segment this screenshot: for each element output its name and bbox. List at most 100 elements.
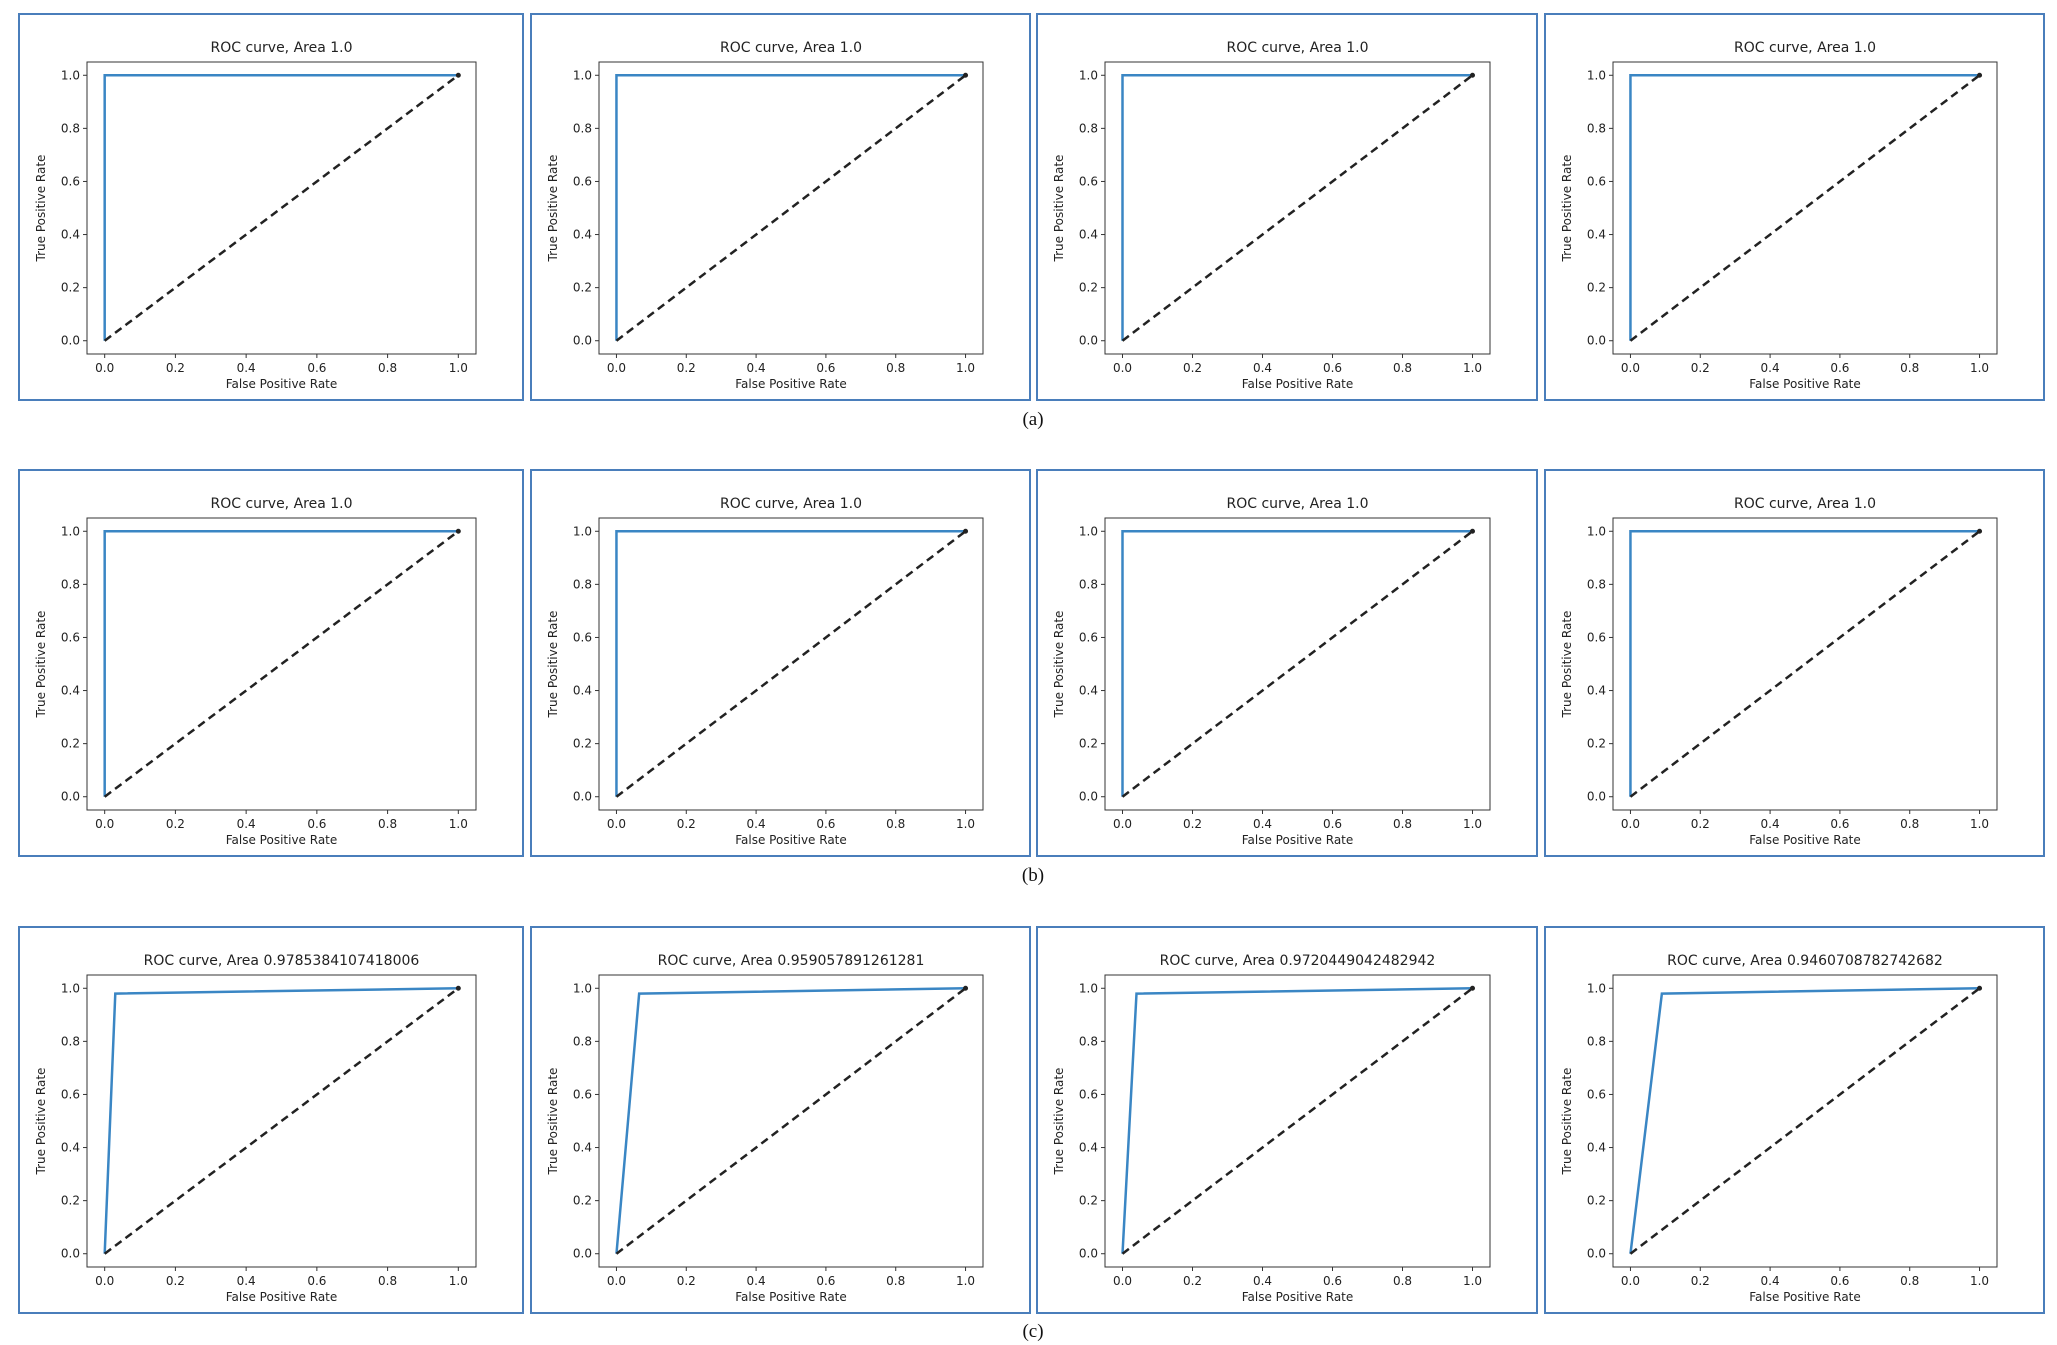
y-tick-label: 0.0 bbox=[573, 334, 592, 348]
y-axis-label: True Positive Rate bbox=[1560, 155, 1574, 263]
y-tick-label: 0.2 bbox=[1587, 1194, 1606, 1208]
roc-curve-line bbox=[103, 987, 459, 1254]
x-tick-label: 0.8 bbox=[378, 1274, 397, 1288]
x-tick-label: 0.0 bbox=[1113, 1274, 1132, 1288]
chance-diagonal-line bbox=[1629, 530, 1981, 798]
plot-frame bbox=[1104, 61, 1491, 355]
end-point-marker bbox=[963, 72, 969, 78]
x-tick-label: 0.8 bbox=[886, 361, 905, 375]
y-tick-label: 0.2 bbox=[61, 281, 80, 295]
chance-diagonal-line bbox=[1629, 987, 1981, 1255]
x-tick-label: 1.0 bbox=[449, 361, 468, 375]
roc-curve-line bbox=[103, 530, 459, 797]
y-tick-label: 1.0 bbox=[1587, 524, 1606, 538]
x-tick-label: 0.6 bbox=[1830, 361, 1849, 375]
roc-curve-line bbox=[1121, 74, 1473, 341]
y-tick-label: 0.6 bbox=[1587, 630, 1606, 644]
x-tick-label: 0.2 bbox=[1691, 817, 1710, 831]
x-tick-label: 0.2 bbox=[677, 817, 696, 831]
y-tick-label: 0.4 bbox=[1079, 1141, 1098, 1155]
y-tick-label: 0.2 bbox=[573, 281, 592, 295]
caption-a: (a) bbox=[1022, 409, 1044, 430]
y-tick-label: 0.0 bbox=[1587, 334, 1606, 348]
plot-frame bbox=[598, 974, 984, 1268]
y-tick-label: 0.4 bbox=[61, 1141, 80, 1155]
roc-curve-line bbox=[1629, 987, 1980, 1254]
y-tick-label: 0.0 bbox=[61, 1247, 80, 1261]
chart-title: ROC curve, Area 0.9785384107418006 bbox=[144, 953, 420, 969]
roc-panel: ROC curve, Area 0.959057891261281 0.0 0.2 0… bbox=[530, 926, 1031, 1314]
y-tick-label: 0.8 bbox=[61, 1034, 80, 1048]
end-point-marker bbox=[455, 985, 461, 991]
x-tick-label: 0.6 bbox=[816, 361, 835, 375]
x-tick-label: 0.8 bbox=[1393, 361, 1412, 375]
chart-title: ROC curve, Area 1.0 bbox=[1734, 496, 1876, 512]
chart-title: ROC curve, Area 0.9720449042482942 bbox=[1160, 953, 1436, 969]
y-tick-label: 1.0 bbox=[1079, 68, 1098, 82]
roc-chart: ROC curve, Area 1.0 0.0 0.2 0.4 0.6 0.8 1.0 0.0… bbox=[34, 40, 477, 391]
y-tick-label: 0.0 bbox=[61, 334, 80, 348]
x-tick-label: 0.8 bbox=[1900, 1274, 1919, 1288]
y-tick-label: 0.6 bbox=[1079, 174, 1098, 188]
chart-title: ROC curve, Area 0.959057891261281 bbox=[658, 953, 925, 969]
y-tick-label: 0.0 bbox=[573, 790, 592, 804]
y-tick-label: 0.4 bbox=[1079, 684, 1098, 698]
chart-title: ROC curve, Area 1.0 bbox=[210, 40, 352, 56]
y-axis-label: True Positive Rate bbox=[1052, 1068, 1066, 1176]
y-tick-label: 0.2 bbox=[1079, 1194, 1098, 1208]
y-tick-label: 0.2 bbox=[1079, 737, 1098, 751]
x-tick-label: 0.2 bbox=[166, 361, 185, 375]
chance-diagonal-line bbox=[103, 74, 460, 342]
y-tick-label: 0.0 bbox=[1079, 790, 1098, 804]
y-tick-label: 0.8 bbox=[1079, 1034, 1098, 1048]
roc-curve-line bbox=[1121, 530, 1473, 797]
y-tick-label: 1.0 bbox=[61, 524, 80, 538]
x-tick-label: 0.0 bbox=[1621, 361, 1640, 375]
y-tick-label: 1.0 bbox=[61, 68, 80, 82]
y-tick-label: 0.6 bbox=[1079, 630, 1098, 644]
x-tick-label: 1.0 bbox=[449, 1274, 468, 1288]
chart-title: ROC curve, Area 1.0 bbox=[210, 496, 352, 512]
y-tick-label: 0.6 bbox=[573, 1087, 592, 1101]
x-axis-label: False Positive Rate bbox=[1242, 833, 1354, 847]
x-tick-label: 0.4 bbox=[1761, 817, 1780, 831]
x-tick-label: 0.8 bbox=[378, 361, 397, 375]
y-axis-label: True Positive Rate bbox=[1560, 611, 1574, 719]
chance-diagonal-line bbox=[1121, 987, 1474, 1255]
x-tick-label: 1.0 bbox=[449, 817, 468, 831]
x-tick-label: 1.0 bbox=[956, 361, 975, 375]
end-point-marker bbox=[1470, 72, 1475, 78]
plot-frame bbox=[598, 61, 984, 355]
y-tick-label: 0.2 bbox=[1587, 737, 1606, 751]
plot-frame bbox=[1104, 517, 1491, 811]
y-tick-label: 0.2 bbox=[573, 1194, 592, 1208]
x-tick-label: 0.4 bbox=[1253, 361, 1272, 375]
x-tick-label: 0.2 bbox=[1691, 361, 1710, 375]
end-point-marker bbox=[963, 985, 969, 991]
x-tick-label: 0.4 bbox=[237, 361, 256, 375]
x-tick-label: 0.0 bbox=[1113, 361, 1132, 375]
x-tick-label: 0.0 bbox=[95, 1274, 114, 1288]
end-point-marker bbox=[455, 528, 461, 534]
roc-panel: ROC curve, Area 1.0 0.0 0.2 0.4 0.6 0.8 1.0 0.0… bbox=[530, 469, 1031, 857]
end-point-marker bbox=[1977, 985, 1983, 991]
y-tick-label: 1.0 bbox=[1079, 524, 1098, 538]
roc-chart: ROC curve, Area 1.0 0.0 0.2 0.4 0.6 0.8 1.0 0.0… bbox=[546, 496, 984, 847]
chart-title: ROC curve, Area 1.0 bbox=[1734, 40, 1876, 56]
y-tick-label: 0.2 bbox=[573, 737, 592, 751]
plot-frame bbox=[1612, 517, 1998, 811]
chance-diagonal-line bbox=[615, 530, 967, 798]
plot-frame bbox=[86, 974, 477, 1268]
roc-chart: ROC curve, Area 0.9785384107418006 0.0 0.2… bbox=[34, 953, 477, 1304]
x-tick-label: 0.0 bbox=[95, 817, 114, 831]
x-axis-label: False Positive Rate bbox=[735, 833, 847, 847]
roc-panel: ROC curve, Area 1.0 0.0 0.2 0.4 0.6 0.8 1.0 0.0… bbox=[1544, 469, 2045, 857]
x-tick-label: 0.0 bbox=[1113, 817, 1132, 831]
roc-panel: ROC curve, Area 1.0 0.0 0.2 0.4 0.6 0.8 1.0 0.0… bbox=[530, 13, 1031, 401]
x-tick-label: 0.8 bbox=[886, 817, 905, 831]
x-axis-label: False Positive Rate bbox=[735, 377, 847, 391]
roc-panel: ROC curve, Area 1.0 0.0 0.2 0.4 0.6 0.8 1.0 0.0… bbox=[1036, 469, 1538, 857]
x-tick-label: 0.4 bbox=[237, 817, 256, 831]
y-tick-label: 0.2 bbox=[61, 1194, 80, 1208]
y-tick-label: 0.4 bbox=[1079, 228, 1098, 242]
